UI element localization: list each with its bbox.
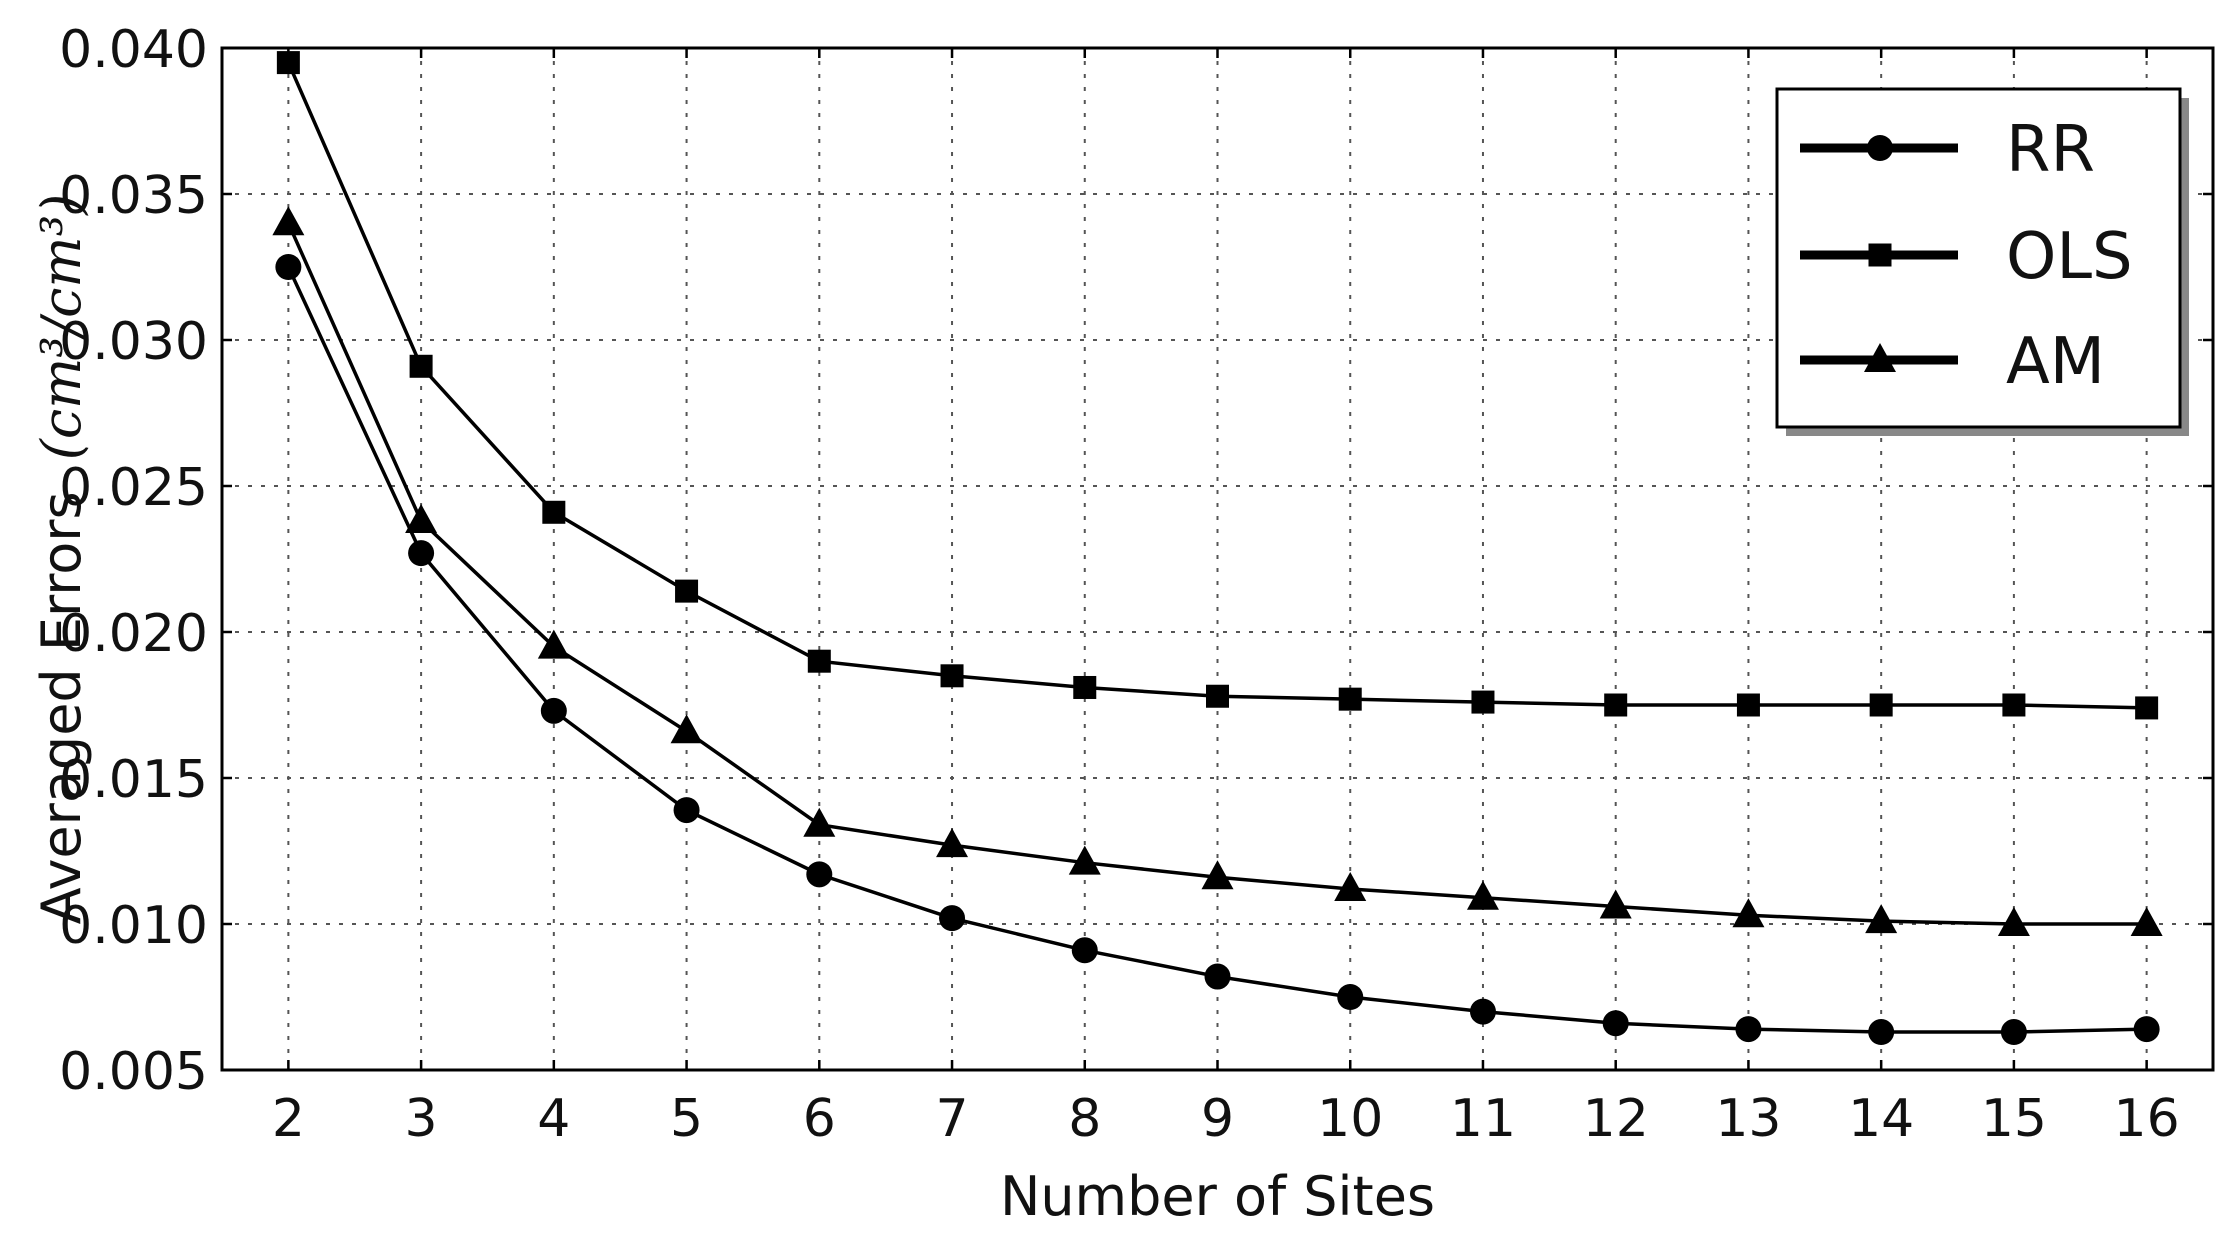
- x-tick-label: 6: [803, 1089, 836, 1149]
- x-tick-label: 3: [405, 1089, 438, 1149]
- data-point-rr: [1602, 1010, 1629, 1037]
- x-axis-label: Number of Sites: [1000, 1165, 1435, 1228]
- data-point-am: [1599, 889, 1632, 919]
- data-point-rr: [2000, 1019, 2027, 1046]
- data-point-am: [272, 206, 305, 236]
- data-point-ols: [807, 649, 831, 673]
- y-tick-label: 0.020: [59, 604, 208, 664]
- data-point-ols: [1471, 690, 1495, 714]
- x-tick-label: 4: [537, 1089, 570, 1149]
- legend-item-am: AM: [1800, 325, 2105, 399]
- data-point-ols: [1604, 693, 1628, 717]
- data-point-rr: [806, 861, 833, 888]
- y-tick-label: 0.030: [59, 312, 208, 372]
- legend-label-am: AM: [2006, 325, 2105, 399]
- legend-label-ols: OLS: [2006, 220, 2133, 294]
- x-tick-label: 8: [1068, 1089, 1101, 1149]
- data-point-ols: [1869, 693, 1893, 717]
- data-point-am: [670, 714, 703, 744]
- data-point-am: [1466, 880, 1499, 910]
- data-point-ols: [1338, 687, 1362, 711]
- x-tick-label: 10: [1317, 1089, 1383, 1149]
- data-point-rr: [275, 254, 302, 280]
- y-tick-label: 0.040: [59, 20, 208, 80]
- y-tick-label: 0.005: [59, 1042, 208, 1102]
- data-point-am: [405, 504, 438, 534]
- data-point-am: [2130, 907, 2163, 936]
- data-point-am: [1865, 904, 1898, 934]
- data-point-am: [1068, 845, 1101, 875]
- x-tick-label: 2: [272, 1089, 305, 1149]
- data-point-ols: [542, 500, 566, 524]
- data-point-rr: [673, 797, 700, 824]
- data-point-rr: [1337, 984, 1364, 1010]
- legend-marker-rr: [1867, 135, 1893, 161]
- data-point-rr: [1071, 937, 1098, 964]
- legend-marker-am: [1864, 343, 1896, 372]
- data-point-am: [1732, 898, 1765, 928]
- data-point-ols: [1736, 693, 1760, 717]
- legend-label-rr: RR: [2006, 113, 2095, 187]
- y-axis-label-text: Averaged Errors: [30, 491, 93, 924]
- legend: RR OLS AM: [1775, 87, 2189, 436]
- x-tick-label: 11: [1450, 1089, 1516, 1149]
- data-point-am: [537, 629, 570, 659]
- data-point-am: [803, 807, 836, 837]
- legend-item-rr: RR: [1800, 113, 2095, 187]
- legend-marker-ols: [1868, 243, 1892, 267]
- data-point-ols: [940, 664, 964, 688]
- x-tick-label: 9: [1201, 1089, 1234, 1149]
- x-tick-label: 16: [2114, 1089, 2180, 1149]
- data-point-am: [1997, 907, 2030, 936]
- data-point-rr: [2133, 1016, 2160, 1043]
- y-tick-label: 0.015: [59, 750, 208, 810]
- y-tick-label: 0.035: [59, 166, 208, 226]
- data-point-rr: [939, 905, 966, 932]
- series-layer: [272, 51, 2163, 1046]
- y-axis-unit: (cm³/cm³): [30, 194, 93, 461]
- x-tick-label: 12: [1583, 1089, 1649, 1149]
- data-point-rr: [1204, 963, 1231, 990]
- data-point-ols: [1206, 684, 1229, 708]
- data-point-rr: [408, 540, 435, 567]
- data-point-ols: [409, 354, 433, 378]
- data-point-rr: [540, 697, 567, 724]
- data-point-ols: [276, 51, 300, 75]
- data-point-rr: [1868, 1019, 1895, 1046]
- data-point-ols: [1073, 675, 1097, 699]
- y-axis-label: Averaged Errors (cm³/cm³): [30, 194, 93, 925]
- data-point-am: [1201, 860, 1234, 890]
- y-tick-label: 0.025: [59, 458, 208, 518]
- series-rr: [275, 254, 2160, 1046]
- x-tick-label: 13: [1715, 1089, 1781, 1149]
- x-tick-label: 15: [1981, 1089, 2047, 1149]
- y-tick-label: 0.010: [59, 896, 208, 956]
- data-point-am: [936, 828, 969, 858]
- series-am: [272, 206, 2163, 936]
- x-tick-label: 14: [1848, 1089, 1914, 1149]
- data-point-ols: [2002, 693, 2026, 717]
- data-point-rr: [1735, 1016, 1762, 1043]
- tick-labels: 2 3 4 5 6 7 8 9 10 11 12 13 14 15 16 0.005 0.010 0.015 0.0…: [59, 20, 2213, 1149]
- series-ols: [276, 51, 2159, 720]
- data-point-rr: [1469, 998, 1496, 1025]
- x-tick-label: 5: [670, 1089, 703, 1149]
- data-point-am: [1334, 871, 1367, 901]
- data-point-ols: [2135, 696, 2159, 720]
- legend-item-ols: OLS: [1800, 220, 2133, 294]
- x-tick-label: 7: [935, 1089, 968, 1149]
- data-point-ols: [675, 579, 699, 603]
